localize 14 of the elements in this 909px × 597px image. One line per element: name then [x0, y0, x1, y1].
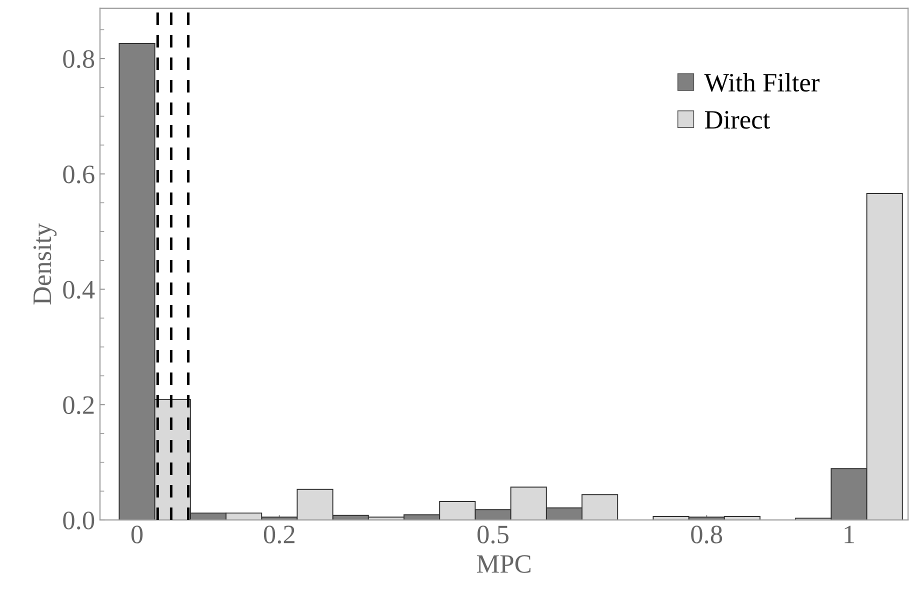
- y-tick-label: 0.6: [63, 166, 94, 184]
- y-tick-label: 0.4: [63, 280, 95, 299]
- x-tick-label: 1: [844, 526, 854, 544]
- x-tick-label: 0.2: [264, 526, 294, 544]
- y-axis-title: Density: [33, 223, 57, 304]
- y-tick-label: 0.8: [63, 50, 94, 68]
- legend-label: With Filter: [704, 73, 820, 92]
- y-tick-label: 0.0: [63, 512, 94, 530]
- y-tick-label: 0.2: [63, 396, 94, 414]
- legend-label: Direct: [704, 111, 770, 129]
- x-tick-label: 0.5: [478, 526, 508, 544]
- x-axis-title: MPC: [476, 555, 530, 573]
- x-tick-label: 0.8: [691, 526, 722, 544]
- x-tick-label: 0: [131, 526, 143, 544]
